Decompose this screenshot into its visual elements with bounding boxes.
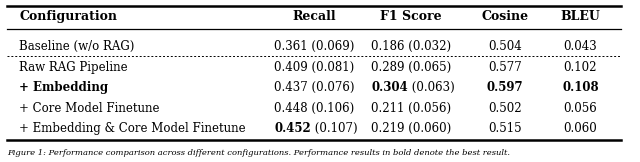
Text: Raw RAG Pipeline: Raw RAG Pipeline <box>19 61 128 74</box>
Text: 0.452: 0.452 <box>274 122 311 135</box>
Text: 0.448 (0.106): 0.448 (0.106) <box>274 102 354 115</box>
Text: 0.108: 0.108 <box>562 81 598 94</box>
Text: 0.056: 0.056 <box>563 102 597 115</box>
Text: 0.060: 0.060 <box>563 122 597 135</box>
Text: Recall: Recall <box>292 10 336 23</box>
Text: + Core Model Finetune: + Core Model Finetune <box>19 102 160 115</box>
Text: F1 Score: F1 Score <box>380 10 442 23</box>
Text: 0.502: 0.502 <box>488 102 522 115</box>
Text: 0.289 (0.065): 0.289 (0.065) <box>371 61 451 74</box>
Text: 0.102: 0.102 <box>564 61 597 74</box>
Text: Figure 1: Performance comparison across different configurations. Performance re: Figure 1: Performance comparison across … <box>7 149 510 157</box>
Text: 0.186 (0.032): 0.186 (0.032) <box>371 40 451 53</box>
Text: 0.211 (0.056): 0.211 (0.056) <box>371 102 451 115</box>
Text: 0.515: 0.515 <box>488 122 522 135</box>
Text: + Embedding & Core Model Finetune: + Embedding & Core Model Finetune <box>19 122 246 135</box>
Text: 0.043: 0.043 <box>563 40 597 53</box>
Text: 0.361 (0.069): 0.361 (0.069) <box>274 40 354 53</box>
Text: + Embedding: + Embedding <box>19 81 109 94</box>
Text: Configuration: Configuration <box>19 10 118 23</box>
Text: 0.304: 0.304 <box>371 81 408 94</box>
Text: Baseline (w/o RAG): Baseline (w/o RAG) <box>19 40 135 53</box>
Text: Cosine: Cosine <box>481 10 529 23</box>
Text: 0.409 (0.081): 0.409 (0.081) <box>274 61 354 74</box>
Text: 0.437 (0.076): 0.437 (0.076) <box>274 81 355 94</box>
Text: 0.577: 0.577 <box>488 61 522 74</box>
Text: (0.063): (0.063) <box>408 81 455 94</box>
Text: BLEU: BLEU <box>561 10 600 23</box>
Text: 0.597: 0.597 <box>487 81 524 94</box>
Text: (0.107): (0.107) <box>311 122 358 135</box>
Text: 0.504: 0.504 <box>488 40 522 53</box>
Text: 0.219 (0.060): 0.219 (0.060) <box>371 122 451 135</box>
